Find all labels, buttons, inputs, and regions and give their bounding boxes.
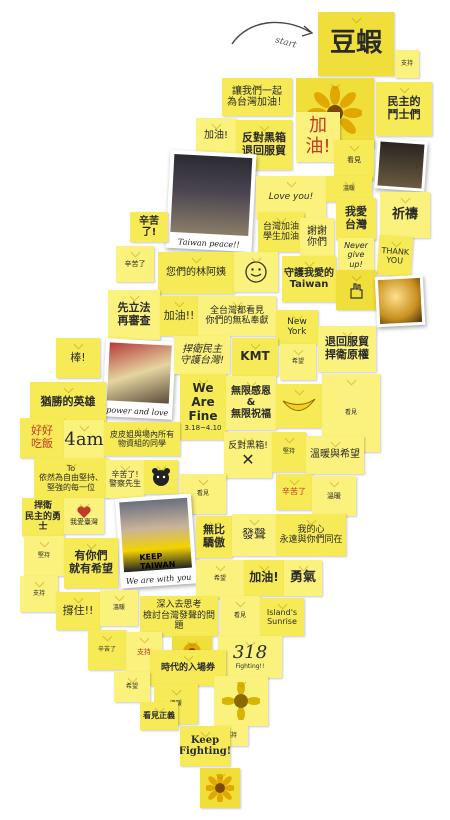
photo-keep[interactable]: KEEP TAIWAN We are with you xyxy=(114,493,198,589)
note-thank-you[interactable]: THANK YOU xyxy=(376,234,414,278)
note-taiwan-cheer[interactable]: 讓我們一起 為台灣加油！ xyxy=(222,78,292,116)
note-tired[interactable]: 辛苦了! 警察先生 xyxy=(106,460,144,498)
note-small-p[interactable]: 希望 xyxy=(114,672,150,702)
lights-image xyxy=(377,277,423,325)
note-feeling[interactable]: 您們的林阿姨 xyxy=(158,252,234,294)
note-reflect[interactable]: 深入去思考 檢討台灣發聲的問題 xyxy=(140,596,218,636)
note-democracy[interactable]: 民主的 鬥士們 xyxy=(376,82,432,136)
protest-image xyxy=(106,342,172,404)
note-incomparable[interactable]: 無比 驕傲 xyxy=(196,516,232,558)
note-jiayou2[interactable]: 加油!! xyxy=(160,296,198,336)
note-keep-fighting[interactable]: Keep Fighting! xyxy=(180,726,230,766)
note-stick[interactable]: 棒! xyxy=(56,338,100,378)
note-sunflower-3[interactable] xyxy=(214,676,268,726)
note-sunflower-bottom[interactable] xyxy=(200,768,240,808)
note-to-you[interactable]: To 依然為自由堅持、 堅強的每一位 xyxy=(34,458,108,498)
note-small-c[interactable]: 辛苦了 xyxy=(116,246,154,282)
note-newyork[interactable]: New York xyxy=(276,310,318,344)
note-brave[interactable]: 捍衛 民主的勇士 xyxy=(22,498,64,536)
photo-night[interactable] xyxy=(374,138,428,192)
sunflower-icon xyxy=(222,682,260,720)
note-hold[interactable]: 好好 吃飯 xyxy=(20,418,64,458)
note-guard-taiwan[interactable]: 守護我愛的 Taiwan xyxy=(282,256,336,302)
note-small-d[interactable]: 希望 xyxy=(280,344,316,380)
note-whole-taiwan[interactable]: 全台灣都看見 你們的無私奉獻 xyxy=(198,296,276,336)
note-see-justice[interactable]: 看見正義 xyxy=(140,702,178,730)
note-we-are-fine[interactable]: We Are Fine 3.18~4.10 xyxy=(180,374,226,440)
note-small-a[interactable]: 看見 xyxy=(334,140,374,180)
note-warmth[interactable]: 溫暖與希望 xyxy=(306,436,364,474)
note-first-law[interactable]: 先立法 再審查 xyxy=(108,290,160,340)
night-image xyxy=(377,141,425,189)
note-smiley[interactable] xyxy=(234,252,278,292)
note-pray[interactable]: 祈禱 xyxy=(380,192,430,238)
sunflower-icon xyxy=(206,774,234,802)
note-support[interactable]: 撐住!! xyxy=(56,592,100,630)
note-return-trade[interactable]: 退回服貿 捍衛原權 xyxy=(318,326,376,372)
note-small-e[interactable]: 堅持 xyxy=(272,432,306,472)
heart-icon xyxy=(77,506,91,518)
photo-peace[interactable]: Taiwan peace!! xyxy=(165,149,257,253)
note-cheer-more[interactable]: 加油! xyxy=(244,560,284,596)
crowd-image xyxy=(170,154,253,236)
note-small-k[interactable]: 支持 xyxy=(20,576,58,612)
bear-icon xyxy=(152,468,170,486)
note-thanks-everyone[interactable]: 皮皮姐與場內所有 物資組的同學 xyxy=(104,422,180,456)
smiley-icon xyxy=(245,261,267,283)
note-kmt[interactable]: KMT xyxy=(232,338,278,376)
note-i-love-taiwan[interactable]: 我愛 台灣 xyxy=(336,198,376,240)
note-thanks[interactable]: 謝謝 你們 xyxy=(300,218,334,256)
note-four-am[interactable]: 4am xyxy=(64,420,104,460)
note-never[interactable]: Never give up! xyxy=(338,238,374,272)
note-small[interactable]: 支持 xyxy=(395,50,419,78)
note-democracy-guard[interactable]: 捍衛民主 守護台灣! xyxy=(174,336,230,374)
note-title[interactable]: 豆蝦 xyxy=(318,12,394,76)
note-jiayou-red[interactable]: 加油! xyxy=(296,112,340,162)
photo-lights[interactable] xyxy=(374,274,426,328)
note-courage[interactable]: 勇氣 xyxy=(284,560,322,596)
note-gesture[interactable] xyxy=(336,270,376,310)
note-have-us[interactable]: 有你們 就有希望 xyxy=(64,538,118,588)
note-island[interactable]: Island's Sunrise xyxy=(260,598,304,636)
hand-icon xyxy=(350,283,363,299)
note-heart[interactable]: 我愛臺灣 xyxy=(64,498,104,534)
note-my-heart[interactable]: 我的心 永遠與你們同在 xyxy=(276,514,346,556)
note-small-n[interactable]: 辛苦了 xyxy=(88,630,126,670)
note-jiayou[interactable]: 加油! xyxy=(196,118,236,154)
start-arrow-icon xyxy=(231,21,314,45)
note-love-you[interactable]: Love you! xyxy=(256,176,326,218)
note-bear[interactable] xyxy=(144,460,178,494)
note-infinite[interactable]: 無限感恩 & 無限祝福 xyxy=(226,376,276,430)
note-against[interactable]: 反對黑箱! ✕ xyxy=(224,432,272,478)
note-hero[interactable]: 猶勝的英雄 xyxy=(30,382,106,422)
note-small-g[interactable]: 辛苦了 xyxy=(276,474,312,510)
photo-love[interactable]: power and love xyxy=(102,338,176,420)
note-small-h[interactable]: 溫暖 xyxy=(312,476,356,516)
note-small-m[interactable]: 看見 xyxy=(220,596,260,636)
note-318[interactable]: 318 Fighting!! xyxy=(218,636,282,678)
note-xinku[interactable]: 辛苦了! xyxy=(130,212,168,242)
note-star[interactable]: 台灣加油 學生加油 xyxy=(258,212,304,252)
girl-image: KEEP TAIWAN xyxy=(119,497,192,573)
note-small-l[interactable]: 溫暖 xyxy=(100,590,138,626)
note-speak[interactable]: 發聲 xyxy=(232,514,276,556)
note-banana[interactable] xyxy=(276,384,322,428)
banana-icon xyxy=(282,398,316,411)
note-small-i[interactable]: 堅持 xyxy=(24,536,64,576)
note-small-j[interactable]: 希望 xyxy=(196,560,244,598)
